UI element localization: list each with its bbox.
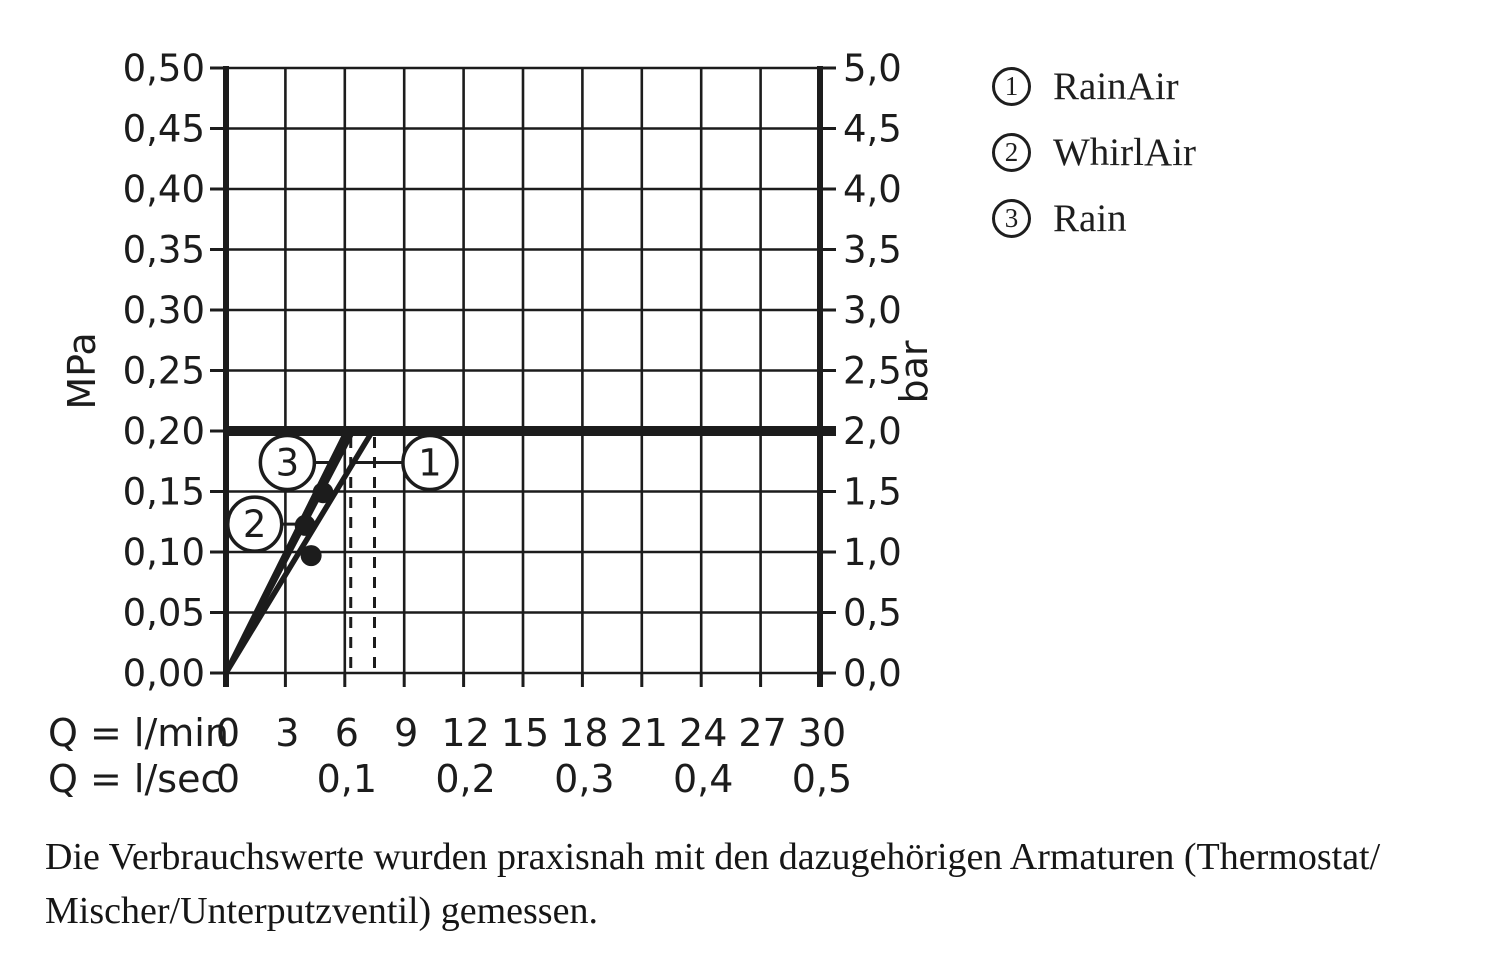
legend-circle-number-3: 3 <box>992 199 1031 238</box>
x-axis-lmin-tick-label: 15 <box>501 711 549 755</box>
footnote-line1: Die Verbrauchswerte wurden praxisnah mit… <box>45 836 1381 878</box>
callout-number-1: 1 <box>418 441 442 484</box>
y-axis-left-unit-mpa: MPa <box>60 332 104 409</box>
x-axis-lmin-tick-label: 27 <box>738 711 786 755</box>
x-axis-lsec-tick-label: 0,3 <box>554 757 614 801</box>
x-axis-lsec-tick-label: 0,5 <box>792 757 852 801</box>
y-axis-left-tick-label: 0,45 <box>123 108 205 151</box>
legend-circle-number-1: 1 <box>992 67 1031 106</box>
legend-circle-number-2: 2 <box>992 133 1031 172</box>
x-axis-lmin-tick-label: 6 <box>335 711 359 755</box>
y-axis-left-tick-label: 0,30 <box>123 289 205 332</box>
x-axis-lmin-tick-label: 18 <box>560 711 608 755</box>
x-axis-lsec-tick-label: 0 <box>216 757 240 801</box>
y-axis-right-tick-label: 3,5 <box>843 229 902 272</box>
footnote: Die Verbrauchswerte wurden praxisnah mit… <box>45 830 1475 938</box>
y-axis-left-tick-label: 0,20 <box>123 410 205 453</box>
x-axis-unit-lmin: Q = l/min <box>48 711 229 755</box>
x-axis-lmin-tick-label: 0 <box>216 711 240 755</box>
y-axis-right-tick-label: 2,0 <box>843 410 902 453</box>
y-axis-right-tick-label: 1,5 <box>843 471 902 514</box>
y-axis-left-tick-label: 0,25 <box>123 350 205 393</box>
legend-label-rain: Rain <box>1053 197 1127 240</box>
y-axis-left-tick-label: 0,10 <box>123 531 205 574</box>
x-axis-unit-lsec: Q = l/sec <box>48 757 221 801</box>
callout-circle-1 <box>401 433 459 492</box>
y-axis-right-tick-label: 0,5 <box>843 592 902 635</box>
legend-label-rainair: RainAir <box>1053 65 1179 108</box>
y-axis-left-tick-label: 0,15 <box>123 471 205 514</box>
legend-item-rain: 3 Rain <box>992 196 1196 241</box>
y-axis-left-tick-label: 0,50 <box>123 47 205 90</box>
y-axis-right-tick-label: 1,0 <box>843 531 902 574</box>
curve-3-rain <box>223 429 350 675</box>
legend-item-rainair: 1 RainAir <box>992 64 1196 109</box>
y-axis-right-tick-label: 4,5 <box>843 108 902 151</box>
x-axis-lmin-tick-label: 21 <box>620 711 668 755</box>
callout-circle-3 <box>258 433 317 492</box>
callout-circle-2 <box>225 495 284 553</box>
y-axis-right-tick-label: 3,0 <box>843 289 902 332</box>
callout-number-2: 2 <box>243 503 267 546</box>
y-axis-left-tick-label: 0,35 <box>123 229 205 272</box>
footnote-line2: Mischer/Unterputzventil) gemessen. <box>45 890 598 932</box>
legend-item-whirlair: 2 WhirlAir <box>992 130 1196 175</box>
y-axis-right-tick-label: 2,5 <box>843 350 902 393</box>
y-axis-right-unit-bar: bar <box>892 340 936 403</box>
y-axis-left-tick-label: 0,00 <box>123 652 205 695</box>
x-axis-lsec-tick-label: 0,1 <box>317 757 377 801</box>
x-axis-lmin-tick-label: 3 <box>275 711 299 755</box>
x-axis-lmin-tick-label: 24 <box>679 711 727 755</box>
x-axis-lmin-tick-label: 9 <box>394 711 418 755</box>
measurement-dot <box>312 482 334 504</box>
x-axis-lsec-tick-label: 0,2 <box>435 757 495 801</box>
y-axis-left-tick-label: 0,05 <box>123 592 205 635</box>
y-axis-left-tick-label: 0,40 <box>123 168 205 211</box>
y-axis-right-tick-label: 5,0 <box>843 47 902 90</box>
callout-number-3: 3 <box>276 441 300 484</box>
y-axis-right-tick-label: 4,0 <box>843 168 902 211</box>
x-axis-lsec-tick-label: 0,4 <box>673 757 733 801</box>
x-axis-lmin-tick-label: 30 <box>798 711 846 755</box>
x-axis-lmin-tick-label: 12 <box>441 711 489 755</box>
curve-1-rainair <box>223 429 375 675</box>
y-axis-right-tick-label: 0,0 <box>843 652 902 695</box>
legend: 1 RainAir 2 WhirlAir 3 Rain <box>992 64 1196 262</box>
measurement-dot <box>300 545 322 567</box>
legend-label-whirlair: WhirlAir <box>1053 131 1196 174</box>
